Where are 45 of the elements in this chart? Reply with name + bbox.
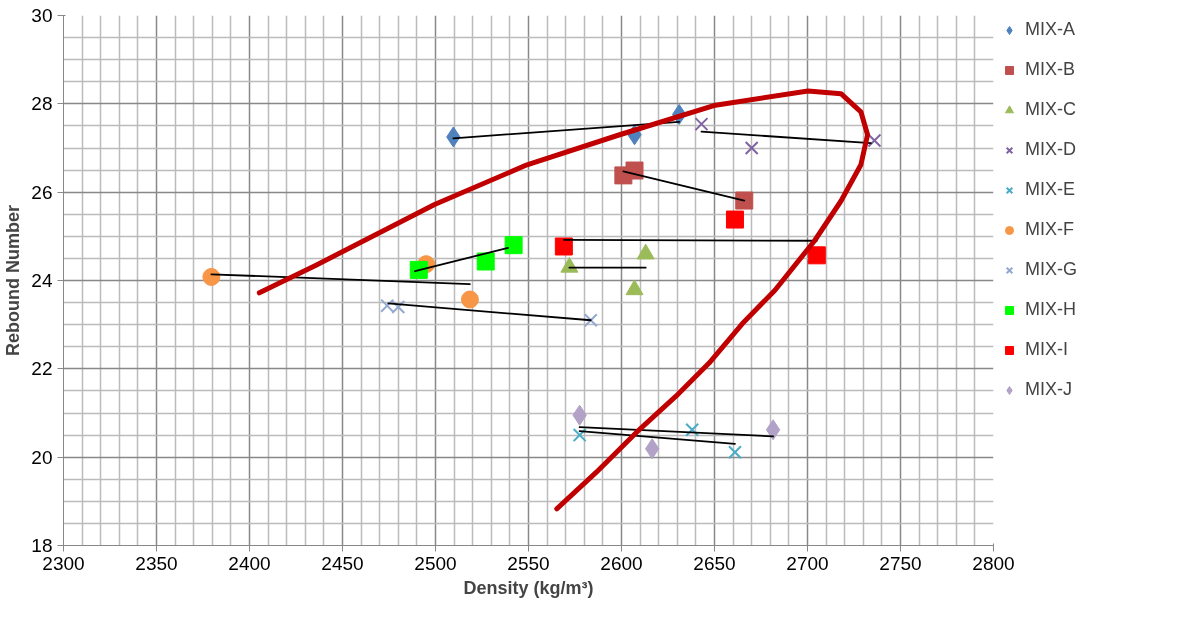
y-tick-label: 30 xyxy=(31,5,53,26)
legend-label: MIX-I xyxy=(1025,339,1068,360)
point xyxy=(583,313,598,328)
point xyxy=(572,428,587,443)
x-tick-label: 2550 xyxy=(507,552,550,574)
legend-label: MIX-G xyxy=(1025,259,1077,280)
point xyxy=(685,422,700,437)
legend-label: MIX-D xyxy=(1025,139,1076,160)
x-tick-label: 2350 xyxy=(135,552,178,574)
legend-label: MIX-A xyxy=(1025,19,1076,40)
x-tick-label: 2600 xyxy=(600,552,643,574)
point xyxy=(476,252,495,271)
point xyxy=(744,140,759,156)
y-tick-label: 22 xyxy=(31,358,53,380)
x-tick-label: 2650 xyxy=(693,552,736,574)
point xyxy=(765,419,781,441)
point xyxy=(727,445,742,460)
legend-label: MIX-B xyxy=(1025,59,1076,80)
point xyxy=(694,117,709,132)
x-axis-title: Density (kg/m³) xyxy=(463,577,594,598)
y-tick-label: 20 xyxy=(31,446,53,468)
x-tick-label: 2500 xyxy=(414,552,457,574)
point xyxy=(725,210,744,229)
y-axis-title: Rebound Number xyxy=(3,205,24,356)
x-tick-label: 2450 xyxy=(321,552,364,574)
legend-label: MIX-C xyxy=(1025,99,1076,120)
point xyxy=(735,191,754,210)
y-tick-label: 28 xyxy=(31,93,53,115)
legend-label: MIX-F xyxy=(1025,219,1074,240)
point xyxy=(554,237,573,256)
x-tick-label: 2700 xyxy=(786,552,829,574)
legend-label: MIX-H xyxy=(1025,299,1076,320)
x-tick-label: 2750 xyxy=(879,552,922,574)
legend-label: MIX-E xyxy=(1025,179,1076,200)
point xyxy=(807,246,826,265)
point xyxy=(504,236,523,255)
point xyxy=(409,260,428,279)
y-tick-label: 26 xyxy=(31,181,53,203)
x-tick-label: 2400 xyxy=(228,552,271,574)
y-tick-label: 24 xyxy=(31,270,53,291)
legend-label: MIX-J xyxy=(1025,379,1072,400)
x-tick-label: 2800 xyxy=(972,552,1015,574)
point xyxy=(460,290,479,309)
point xyxy=(867,133,882,148)
point xyxy=(202,267,221,286)
